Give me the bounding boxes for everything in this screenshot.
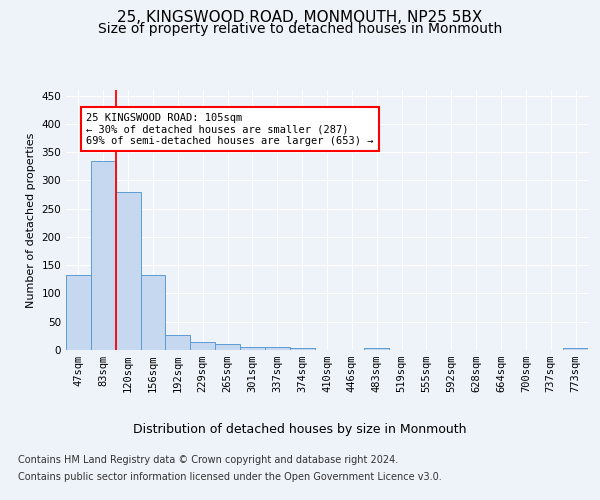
Bar xyxy=(140,276,166,350)
Text: 25, KINGSWOOD ROAD, MONMOUTH, NP25 5BX: 25, KINGSWOOD ROAD, MONMOUTH, NP25 5BX xyxy=(118,10,482,25)
Bar xyxy=(563,348,588,350)
Bar xyxy=(166,336,190,350)
Bar xyxy=(290,348,314,350)
Bar xyxy=(66,275,91,350)
Text: Contains HM Land Registry data © Crown copyright and database right 2024.: Contains HM Land Registry data © Crown c… xyxy=(18,455,398,465)
Text: Distribution of detached houses by size in Monmouth: Distribution of detached houses by size … xyxy=(133,422,467,436)
Text: 25 KINGSWOOD ROAD: 105sqm
← 30% of detached houses are smaller (287)
69% of semi: 25 KINGSWOOD ROAD: 105sqm ← 30% of detac… xyxy=(86,112,373,146)
Text: Contains public sector information licensed under the Open Government Licence v3: Contains public sector information licen… xyxy=(18,472,442,482)
Bar xyxy=(190,342,215,350)
Bar xyxy=(240,346,265,350)
Bar xyxy=(265,347,290,350)
Text: Size of property relative to detached houses in Monmouth: Size of property relative to detached ho… xyxy=(98,22,502,36)
Bar xyxy=(215,344,240,350)
Y-axis label: Number of detached properties: Number of detached properties xyxy=(26,132,36,308)
Bar xyxy=(91,160,116,350)
Bar xyxy=(116,192,140,350)
Bar xyxy=(364,348,389,350)
